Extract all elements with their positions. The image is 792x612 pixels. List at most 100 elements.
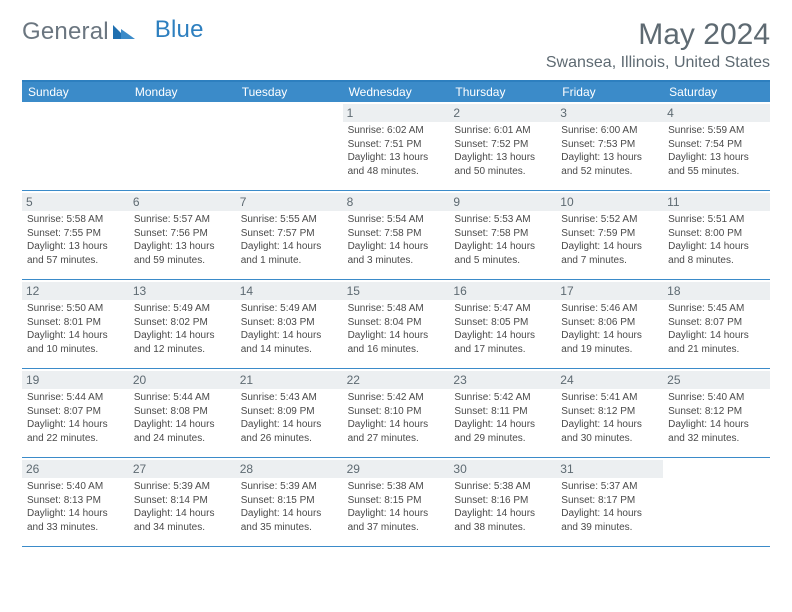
sunset-line: Sunset: 8:07 PM [27,405,124,419]
day-number: 24 [556,371,663,389]
daylight-line: Daylight: 13 hours and 57 minutes. [27,240,124,267]
day-cell: . [129,102,236,190]
title-block: May 2024 Swansea, Illinois, United State… [546,18,770,72]
daylight-line: Daylight: 13 hours and 52 minutes. [561,151,658,178]
day-cell: 24Sunrise: 5:41 AMSunset: 8:12 PMDayligh… [556,369,663,457]
day-number: 15 [343,282,450,300]
sunset-line: Sunset: 8:12 PM [668,405,765,419]
week-row: 12Sunrise: 5:50 AMSunset: 8:01 PMDayligh… [22,280,770,369]
sunrise-line: Sunrise: 6:01 AM [454,124,551,138]
daylight-line: Daylight: 14 hours and 10 minutes. [27,329,124,356]
day-number: 8 [343,193,450,211]
day-number: 19 [22,371,129,389]
sunset-line: Sunset: 8:14 PM [134,494,231,508]
sunrise-line: Sunrise: 6:00 AM [561,124,658,138]
daylight-line: Daylight: 14 hours and 27 minutes. [348,418,445,445]
daylight-line: Daylight: 14 hours and 26 minutes. [241,418,338,445]
logo: General Blue [22,18,204,46]
sunrise-line: Sunrise: 5:58 AM [27,213,124,227]
day-number: 20 [129,371,236,389]
day-number: 26 [22,460,129,478]
sunrise-line: Sunrise: 5:40 AM [27,480,124,494]
day-cell: 5Sunrise: 5:58 AMSunset: 7:55 PMDaylight… [22,191,129,279]
sunrise-line: Sunrise: 5:39 AM [134,480,231,494]
sunrise-line: Sunrise: 5:42 AM [348,391,445,405]
daylight-line: Daylight: 14 hours and 7 minutes. [561,240,658,267]
day-cell: 2Sunrise: 6:01 AMSunset: 7:52 PMDaylight… [449,102,556,190]
day-number: 1 [343,104,450,122]
day-number: 29 [343,460,450,478]
sunrise-line: Sunrise: 5:49 AM [241,302,338,316]
day-cell: . [236,102,343,190]
logo-text-1: General [22,18,109,46]
daylight-line: Daylight: 14 hours and 1 minute. [241,240,338,267]
sunset-line: Sunset: 8:05 PM [454,316,551,330]
day-cell: 8Sunrise: 5:54 AMSunset: 7:58 PMDaylight… [343,191,450,279]
sunrise-line: Sunrise: 5:45 AM [668,302,765,316]
week-row: 5Sunrise: 5:58 AMSunset: 7:55 PMDaylight… [22,191,770,280]
daylight-line: Daylight: 14 hours and 32 minutes. [668,418,765,445]
day-number: 12 [22,282,129,300]
sunset-line: Sunset: 8:12 PM [561,405,658,419]
sunrise-line: Sunrise: 5:53 AM [454,213,551,227]
day-cell: 25 Sunrise: 5:40 AMSunset: 8:12 PMDayligh… [663,369,770,457]
day-cell: 3Sunrise: 6:00 AMSunset: 7:53 PMDaylight… [556,102,663,190]
weekday-label: Thursday [449,82,556,102]
daylight-line: Daylight: 14 hours and 21 minutes. [668,329,765,356]
day-cell: 26Sunrise: 5:40 AMSunset: 8:13 PMDayligh… [22,458,129,546]
day-cell: 28Sunrise: 5:39 AMSunset: 8:15 PMDayligh… [236,458,343,546]
day-cell: 20Sunrise: 5:44 AMSunset: 8:08 PMDayligh… [129,369,236,457]
day-number: 25 [663,371,770,389]
sunrise-line: Sunrise: 5:40 AM [668,391,765,405]
sunset-line: Sunset: 8:16 PM [454,494,551,508]
sunset-line: Sunset: 8:09 PM [241,405,338,419]
day-cell: 19Sunrise: 5:44 AMSunset: 8:07 PMDayligh… [22,369,129,457]
sunset-line: Sunset: 7:59 PM [561,227,658,241]
day-number: 2 [449,104,556,122]
day-cell: 11Sunrise: 5:51 AMSunset: 8:00 PMDayligh… [663,191,770,279]
day-cell: 31Sunrise: 5:37 AMSunset: 8:17 PMDayligh… [556,458,663,546]
logo-text-2: Blue [155,16,204,44]
weekday-label: Monday [129,82,236,102]
day-number: 6 [129,193,236,211]
day-cell: 9Sunrise: 5:53 AMSunset: 7:58 PMDaylight… [449,191,556,279]
daylight-line: Daylight: 14 hours and 38 minutes. [454,507,551,534]
daylight-line: Daylight: 14 hours and 17 minutes. [454,329,551,356]
sunset-line: Sunset: 8:00 PM [668,227,765,241]
sunrise-line: Sunrise: 5:38 AM [348,480,445,494]
day-number: 22 [343,371,450,389]
weekday-row: SundayMondayTuesdayWednesdayThursdayFrid… [22,82,770,102]
daylight-line: Daylight: 14 hours and 8 minutes. [668,240,765,267]
weekday-label: Tuesday [236,82,343,102]
sunset-line: Sunset: 7:57 PM [241,227,338,241]
week-row: ...1Sunrise: 6:02 AMSunset: 7:51 PMDayli… [22,102,770,191]
sunrise-line: Sunrise: 5:43 AM [241,391,338,405]
sunset-line: Sunset: 8:04 PM [348,316,445,330]
sunrise-line: Sunrise: 5:38 AM [454,480,551,494]
day-number: 9 [449,193,556,211]
day-cell: 22Sunrise: 5:42 AMSunset: 8:10 PMDayligh… [343,369,450,457]
sunset-line: Sunset: 8:03 PM [241,316,338,330]
day-cell: 29Sunrise: 5:38 AMSunset: 8:15 PMDayligh… [343,458,450,546]
daylight-line: Daylight: 14 hours and 16 minutes. [348,329,445,356]
logo-triangle-icon [111,23,137,41]
day-cell: 21 Sunrise: 5:43 AMSunset: 8:09 PMDayligh… [236,369,343,457]
day-cell: 23Sunrise: 5:42 AMSunset: 8:11 PMDayligh… [449,369,556,457]
day-cell: 6Sunrise: 5:57 AMSunset: 7:56 PMDaylight… [129,191,236,279]
weekday-label: Saturday [663,82,770,102]
day-cell: 14Sunrise: 5:49 AMSunset: 8:03 PMDayligh… [236,280,343,368]
sunrise-line: Sunrise: 5:44 AM [134,391,231,405]
day-number: 14 [236,282,343,300]
day-number: 11 [663,193,770,211]
day-cell: . [22,102,129,190]
sunrise-line: Sunrise: 5:47 AM [454,302,551,316]
weekday-label: Friday [556,82,663,102]
daylight-line: Daylight: 14 hours and 37 minutes. [348,507,445,534]
month-title: May 2024 [546,18,770,52]
sunrise-line: Sunrise: 5:46 AM [561,302,658,316]
sunset-line: Sunset: 7:56 PM [134,227,231,241]
day-cell: . [663,458,770,546]
week-row: 19 Sunrise: 5:44 AM Sunset: 8:07 PM Dayligh… [22,369,770,458]
day-number: 21 [236,371,343,389]
daylight-line: Daylight: 14 hours and 35 minutes. [241,507,338,534]
